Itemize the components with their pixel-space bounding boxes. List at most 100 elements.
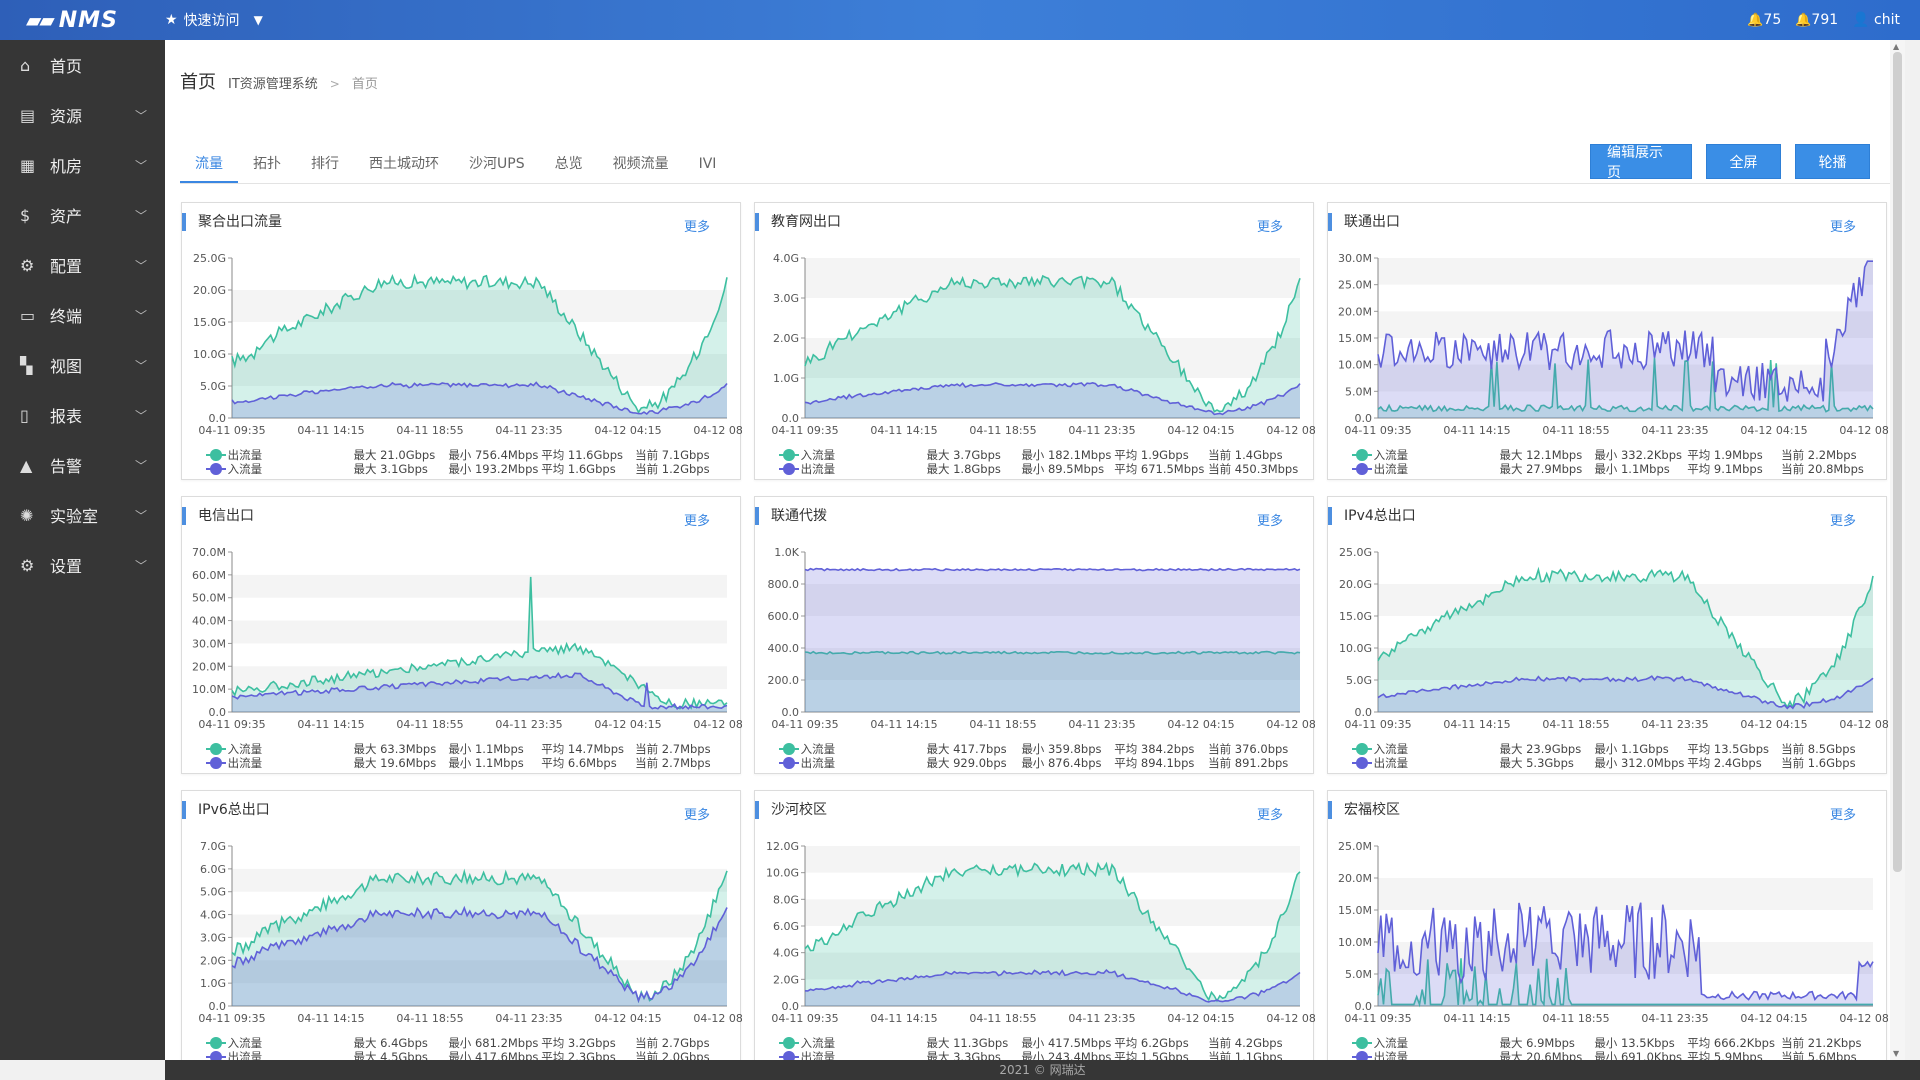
more-link[interactable]: 更多 [1256,220,1283,235]
series-area-blue [1378,261,1873,418]
breadcrumb-system[interactable]: IT资源管理系统 [228,77,318,92]
sidebar-item-3[interactable]: $ 资产 ﹀ [0,190,165,240]
stat-avg: 平均 894.1bps [1114,756,1195,770]
more-link[interactable]: 更多 [1829,220,1856,235]
x-tick-label: 04-11 14:15 [1443,1012,1510,1025]
chart-card: 聚合出口流量 更多 0.0 5.0G 10.0G 15.0G 20.0G 25.0G 04-1… [181,202,742,480]
scroll-down-icon[interactable]: ▼ [1893,1049,1900,1058]
legend-row[interactable]: 入流量 最大 6.9Mbps 最小 13.5Kbps 平均 666.2Kbps … [1352,1036,1876,1050]
brand-logo[interactable]: ▰▰ NMS [0,8,165,33]
legend-row[interactable]: 入流量 最大 11.3Gbps 最小 417.5Mbps 平均 6.2Gbps … [779,1036,1303,1050]
legend-row[interactable]: 入流量 最大 23.9Gbps 最小 1.1Gbps 平均 13.5Gbps 当… [1352,742,1876,756]
legend-dot-icon [206,757,226,769]
sidebar-item-0[interactable]: ⌂ 首页 [0,40,165,90]
y-tick-label: 25.0G [193,252,226,265]
y-tick-label: 0.0 [209,706,227,719]
gear-icon: ⚙ [20,255,35,275]
building-icon: ▦ [20,155,36,175]
y-tick-label: 20.0M [192,660,226,673]
chart-card: 联通出口 更多 0.0 5.0M 10.0M 15.0M 20.0M 25.0M 30.0M 0… [1327,202,1888,480]
sidebar-item-7[interactable]: ▯ 报表 ﹀ [0,390,165,440]
carousel-button[interactable]: 轮播 [1795,144,1870,179]
more-link[interactable]: 更多 [683,220,710,235]
tab-2[interactable]: 排行 [311,156,339,172]
legend-row[interactable]: 入流量 最大 63.3Mbps 最小 1.1Mbps 平均 14.7Mbps 当… [206,742,730,756]
legend-row[interactable]: 出流量 最大 21.0Gbps 最小 756.4Mbps 平均 11.6Gbps… [206,448,730,462]
y-tick-label: 1.0G [773,372,799,385]
sidebar-item-5[interactable]: ▭ 终端 ﹀ [0,290,165,340]
alarm-counter-2[interactable]: 🔔791 [1795,12,1839,28]
scrollbar-thumb[interactable] [1893,52,1902,872]
alarm-counter-1[interactable]: 🔔75 [1747,12,1782,28]
tab-1[interactable]: 拓扑 [253,156,281,172]
line-chart: 0.0 1.0G 2.0G 3.0G 4.0G 5.0G 6.0G 7.0G 04-11 09:… [198,840,742,1025]
sidebar-item-8[interactable]: ▲ 告警 ﹀ [0,440,165,490]
legend-row[interactable]: 入流量 最大 3.7Gbps 最小 182.1Mbps 平均 1.9Gbps 当… [779,448,1303,462]
more-link[interactable]: 更多 [683,514,710,529]
stat-avg: 平均 3.2Gbps [541,1036,616,1050]
legend-row[interactable]: 入流量 最大 6.4Gbps 最小 681.2Mbps 平均 3.2Gbps 当… [206,1036,730,1050]
y-tick-label: 30.0M [192,637,226,650]
legend-row[interactable]: 入流量 最大 3.1Gbps 最小 193.2Mbps 平均 1.6Gbps 当… [206,462,730,476]
y-tick-label: 0.0 [209,1000,227,1013]
legend-row[interactable]: 出流量 最大 5.3Gbps 最小 312.0Mbps 平均 2.4Gbps 当… [1352,756,1876,770]
series-area-blue [805,568,1300,712]
y-tick-label: 4.0G [773,252,799,265]
y-tick-label: 20.0M [1338,305,1372,318]
x-tick-label: 04-11 23:35 [495,1012,562,1025]
user-menu[interactable]: 👤 chit [1852,12,1900,28]
settings-icon: ⚙ [20,555,35,575]
x-tick-label: 04-11 14:15 [870,718,937,731]
series-line-blue [231,905,728,1004]
tab-0[interactable]: 流量 [180,144,238,183]
more-link[interactable]: 更多 [683,808,710,823]
line-chart: 0.0 5.0G 10.0G 15.0G 20.0G 25.0G 04-11 09:35 04… [193,252,742,437]
y-tick-label: 0.0 [1355,412,1373,425]
stat-max: 最大 417.7bps [926,742,1007,756]
sidebar-item-1[interactable]: ▤ 资源 ﹀ [0,90,165,140]
sidebar-item-4[interactable]: ⚙ 配置 ﹀ [0,240,165,290]
edit-display-button[interactable]: 编辑展示页 [1590,144,1692,181]
scroll-up-icon[interactable]: ▲ [1893,42,1900,51]
axis-line [231,258,727,419]
sidebar-item-9[interactable]: ✺ 实验室 ﹀ [0,490,165,540]
stat-current: 当前 376.0bps [1208,742,1289,756]
quick-access-menu[interactable]: ★ 快速访问 ▼ [165,10,263,30]
more-link[interactable]: 更多 [1256,514,1283,529]
stat-max: 最大 27.9Mbps [1499,462,1583,476]
chevron-down-icon: ﹀ [135,108,148,123]
more-link[interactable]: 更多 [1256,808,1283,823]
sidebar-item-2[interactable]: ▦ 机房 ﹀ [0,140,165,190]
sidebar-item-10[interactable]: ⚙ 设置 ﹀ [0,540,165,590]
legend-dot-icon [206,449,226,461]
legend-row[interactable]: 入流量 最大 417.7bps 最小 359.8bps 平均 384.2bps … [779,742,1303,756]
y-tick-label: 5.0M [1345,968,1372,981]
sidebar-item-label: 机房 [50,157,83,176]
fullscreen-button[interactable]: 全屏 [1706,144,1781,179]
tab-4[interactable]: 沙河UPS [469,156,525,172]
chart-card: 沙河校区 更多 0.0 2.0G 4.0G 6.0G 8.0G 10.0G 12.0G 04-1… [754,790,1315,1068]
series-area-teal [1378,358,1873,418]
stat-max: 最大 5.3Gbps [1499,756,1574,770]
tab-3[interactable]: 西土城动环 [369,156,439,172]
legend-row[interactable]: 出流量 最大 929.0bps 最小 876.4bps 平均 894.1bps … [779,756,1303,770]
legend-row[interactable]: 入流量 最大 12.1Mbps 最小 332.2Kbps 平均 1.9Mbps … [1352,448,1876,462]
y-tick-label: 30.0M [1338,252,1372,265]
legend-dot-icon [206,1037,226,1049]
more-link[interactable]: 更多 [1829,808,1856,823]
stat-max: 最大 929.0bps [926,756,1007,770]
legend-row[interactable]: 出流量 最大 27.9Mbps 最小 1.1Mbps 平均 9.1Mbps 当前… [1352,462,1876,476]
tab-6[interactable]: 视频流量 [612,156,669,172]
legend-row[interactable]: 出流量 最大 1.8Gbps 最小 89.5Mbps 平均 671.5Mbps … [779,462,1303,476]
legend-row[interactable]: 出流量 最大 19.6Mbps 最小 1.1Mbps 平均 6.6Mbps 当前… [206,756,730,770]
tab-5[interactable]: 总览 [554,156,583,172]
y-tick-label: 6.0G [200,863,226,876]
y-tick-label: 10.0M [1338,936,1372,949]
sidebar-item-6[interactable]: ▚ 视图 ﹀ [0,340,165,390]
more-link[interactable]: 更多 [1829,514,1856,529]
page-scrollbar[interactable]: ▲ ▼ [1890,40,1905,1060]
legend-dot-icon [1352,1051,1372,1063]
y-tick-label: 0.0 [1355,706,1373,719]
grid-band [805,584,1300,616]
tab-7[interactable]: IVI [698,156,717,172]
